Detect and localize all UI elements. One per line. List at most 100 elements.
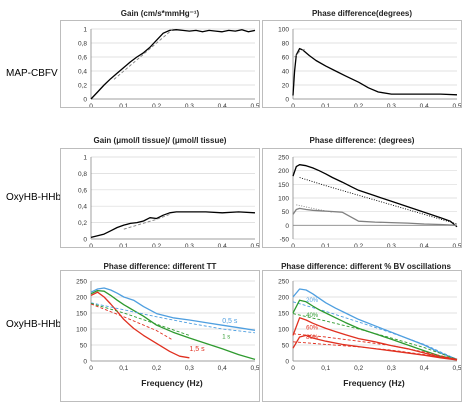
x-tick-label: 0,2: [354, 365, 363, 372]
x-tick-label: 0: [89, 243, 93, 247]
y-tick-label: 0,4: [78, 69, 87, 76]
x-tick-label: 0,5: [250, 365, 259, 372]
x-tick-label: 0,5: [452, 243, 461, 247]
series-line-3: [292, 313, 458, 360]
phase_bv-svg: 0 50 100 150 200 250 0 0,1 0,2 0,3 0,4 0,5 20% 40% 60%…: [278, 279, 461, 373]
series-line-6: [292, 334, 458, 361]
series-annotation: 1 s: [222, 335, 230, 341]
y-tick-label: 1: [83, 155, 87, 162]
x-tick-label: 0: [291, 365, 295, 372]
x-tick-label: 0,5: [250, 243, 259, 247]
y-tick-label: 80: [282, 41, 290, 48]
y-tick-label: 200: [278, 295, 289, 302]
x-tick-label: 0,2: [152, 103, 161, 107]
phase_tt-title: Phase difference: different TT: [103, 262, 217, 271]
y-tick-label: 150: [76, 311, 87, 318]
y-tick-label: 0,2: [78, 220, 87, 227]
phase_bv-title: Phase difference: different % BV oscilla…: [281, 262, 451, 271]
series-line-0: [90, 29, 256, 100]
row-label-map-cbfv: MAP-CBFV: [6, 68, 58, 79]
x-tick-label: 0,3: [185, 103, 194, 107]
y-tick-label: 150: [278, 182, 289, 189]
series-line-0: [90, 287, 256, 331]
y-tick-label: 0: [285, 97, 289, 104]
x-tick-label: 0,1: [321, 243, 330, 247]
x-tick-label: 0,4: [420, 243, 429, 247]
series-annotation: 20%: [306, 298, 319, 304]
x-tick-label: 0,4: [218, 243, 227, 247]
x-tick-label: 0,4: [218, 103, 227, 107]
y-tick-label: 250: [278, 155, 289, 162]
y-tick-label: 0,6: [78, 187, 87, 194]
series-line-0: [292, 164, 458, 228]
y-tick-label: 0,4: [78, 204, 87, 211]
series-line-1: [294, 48, 307, 58]
y-tick-label: 50: [80, 343, 88, 350]
phase_map-chart-frame: 0 20 40 60 80 100 0 0,1 0,2 0,3 0,4 0,5: [262, 20, 462, 108]
row-label-oxyhb-hhb-2: OxyHB-HHb: [6, 319, 62, 330]
phase_oxy-title: Phase difference: (degrees): [309, 136, 415, 145]
series-line-3: [296, 204, 333, 213]
gain_map-svg: 0 0,2 0,4 0,6 0,8 1 0 0,1 0,2 0,3 0,4 0,5: [78, 27, 259, 108]
y-tick-label: 40: [282, 69, 290, 76]
x-tick-label: 0,3: [387, 365, 396, 372]
y-tick-label: 250: [76, 279, 87, 286]
y-tick-label: 150: [278, 311, 289, 318]
phase_bv-x-axis-label: Frequency (Hz): [343, 378, 405, 388]
x-tick-label: 0,1: [321, 103, 330, 107]
y-tick-label: 250: [278, 279, 289, 286]
x-tick-label: 0,3: [387, 243, 396, 247]
series-line-5: [90, 303, 174, 341]
series-line-0: [90, 211, 256, 239]
y-tick-label: 0,8: [78, 171, 87, 178]
phase_tt-x-axis-label: Frequency (Hz): [141, 378, 203, 388]
gain_map-chart-frame: 0 0,2 0,4 0,6 0,8 1 0 0,1 0,2 0,3 0,4 0,5: [60, 20, 260, 108]
series-line-7: [292, 341, 458, 361]
row-label-oxyhb-hhb: OxyHB-HHb: [6, 192, 62, 203]
y-tick-label: 100: [76, 327, 87, 334]
x-tick-label: 0,1: [321, 365, 330, 372]
phase_bv-chart-frame: 0 50 100 150 200 250 0 0,1 0,2 0,3 0,4 0,5 20% 40% 60%…: [262, 270, 462, 402]
series-line-1: [292, 301, 458, 360]
x-tick-label: 0,3: [185, 365, 194, 372]
x-tick-label: 0,1: [119, 103, 128, 107]
x-tick-label: 0: [89, 103, 93, 107]
gain_oxy-svg: 0 0,2 0,4 0,6 0,8 1 0 0,1 0,2 0,3 0,4 0,5: [78, 155, 259, 248]
x-tick-label: 0,5: [250, 103, 259, 107]
x-tick-label: 0: [291, 103, 295, 107]
phase_oxy-chart-frame: -50 0 50 100 150 200 250 0 0,1 0,2 0,3 0,4 0,5: [262, 148, 462, 248]
series-line-4: [292, 317, 458, 361]
x-tick-label: 0,4: [420, 103, 429, 107]
series-annotation: 40%: [306, 313, 319, 319]
phase_tt-svg: 0 50 100 150 200 250 0 0,1 0,2 0,3 0,4 0,5 0,5 s 1 s 1…: [76, 279, 259, 373]
phase_tt-chart-frame: 0 50 100 150 200 250 0 0,1 0,2 0,3 0,4 0,5 0,5 s 1 s 1…: [60, 270, 260, 402]
y-tick-label: 100: [278, 196, 289, 203]
y-tick-label: 200: [76, 295, 87, 302]
y-tick-label: 0: [83, 237, 87, 244]
x-tick-label: 0,2: [354, 103, 363, 107]
series-annotation: 60%: [306, 326, 319, 332]
series-line-1: [113, 28, 174, 80]
x-tick-label: 0: [89, 365, 93, 372]
x-tick-label: 0: [291, 243, 295, 247]
gain_oxy-chart-frame: 0 0,2 0,4 0,6 0,8 1 0 0,1 0,2 0,3 0,4 0,5: [60, 148, 260, 248]
y-tick-label: 0,8: [78, 41, 87, 48]
y-tick-label: 1: [83, 27, 87, 34]
y-tick-label: 0,2: [78, 83, 87, 90]
y-tick-label: 0,6: [78, 55, 87, 62]
series-line-1: [299, 177, 458, 225]
gain_map-title: Gain (cm/s*mmHg⁻¹): [120, 9, 200, 18]
x-tick-label: 0,5: [452, 365, 461, 372]
series-line-3: [90, 302, 256, 334]
x-tick-label: 0,3: [185, 243, 194, 247]
x-tick-label: 0,2: [152, 243, 161, 247]
series-annotation: 80%: [306, 335, 319, 341]
y-tick-label: -50: [280, 237, 290, 244]
x-tick-label: 0,4: [218, 365, 227, 372]
x-tick-label: 0,4: [420, 365, 429, 372]
series-line-2: [292, 207, 458, 226]
y-tick-label: 100: [278, 327, 289, 334]
y-tick-label: 60: [282, 55, 290, 62]
y-tick-label: 0: [83, 359, 87, 366]
